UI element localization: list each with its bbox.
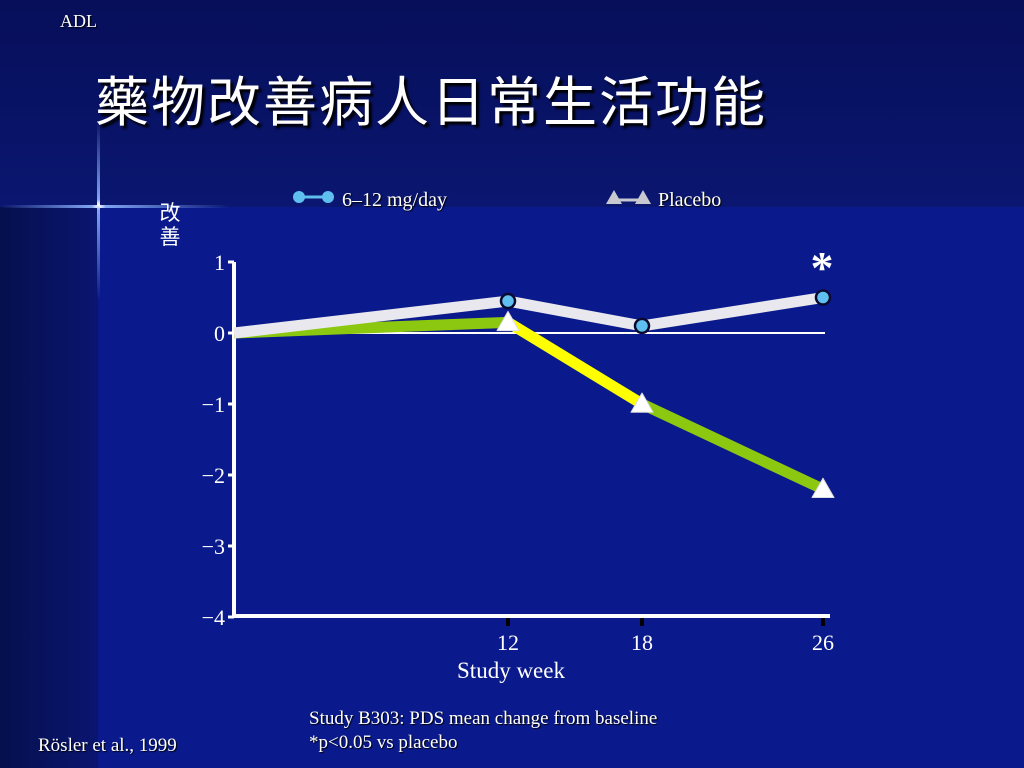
treatment-series-line (233, 292, 824, 339)
sparkle-vertical (97, 120, 100, 300)
x-axis-label: Study week (457, 658, 565, 683)
sparkle-horizontal (0, 205, 230, 208)
y-tick-label: −4 (202, 605, 225, 630)
placebo-point (811, 477, 835, 498)
treatment-point (499, 292, 517, 310)
citation: Rösler et al., 1999 (38, 735, 177, 756)
legend-marker-treatment (322, 191, 334, 203)
y-tick-label: −2 (202, 463, 225, 488)
slide-title: 藥物改善病人日常生活功能 (95, 71, 767, 134)
footnote-significance: *p<0.05 vs placebo (309, 732, 458, 753)
x-tick-label: 12 (497, 630, 519, 655)
legend-marker-treatment (293, 191, 305, 203)
x-tick-label: 18 (631, 630, 653, 655)
placebo-point (630, 392, 654, 413)
placebo-series-line (233, 316, 826, 495)
legend-marker-placebo (635, 190, 651, 204)
treatment-point (633, 317, 651, 335)
legend-marker-placebo (606, 190, 622, 204)
placebo-highlight-segment (502, 316, 648, 410)
y-tick-label: 1 (214, 250, 225, 275)
y-tick-label: −3 (202, 534, 225, 559)
y-axis-label: 改善 (159, 201, 181, 249)
treatment-point (814, 289, 832, 306)
slide-tag: ADL (60, 11, 97, 31)
header-band (0, 0, 1024, 207)
placebo-point (496, 310, 520, 332)
legend-label-treatment: 6–12 mg/day (342, 189, 447, 211)
left-band (0, 207, 98, 768)
y-tick-label: 0 (214, 321, 225, 346)
significance-asterisk: * (811, 242, 834, 293)
x-tick-label: 26 (812, 630, 834, 655)
footnote-study: Study B303: PDS mean change from baselin… (309, 708, 658, 729)
legend-label-placebo: Placebo (658, 189, 722, 211)
y-tick-label: −1 (202, 392, 225, 417)
